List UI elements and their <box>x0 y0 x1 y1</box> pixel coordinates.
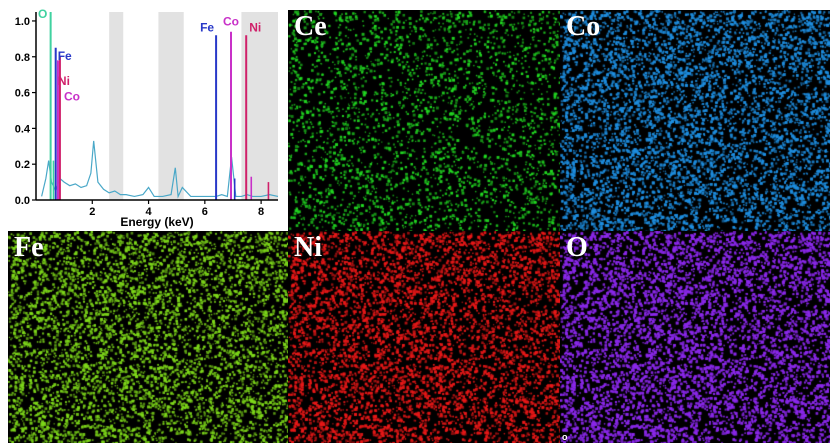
fe-element-map: Fe <box>8 231 288 443</box>
y-tick-label-2: 0.4 <box>15 123 31 135</box>
peak-label-5: Co <box>223 15 239 29</box>
ce-element-map: Ce <box>288 10 560 231</box>
peak-label-6: Ni <box>249 20 261 34</box>
y-tick-label-1: 0.2 <box>15 159 30 171</box>
fe-map-image <box>8 231 288 443</box>
peak-label-2: Ni <box>58 74 70 88</box>
o-map-label: O <box>566 232 588 263</box>
spectrum-series-line-0 <box>41 140 279 199</box>
o-element-map: O o <box>560 231 830 443</box>
x-tick-label-3: 8 <box>258 206 264 218</box>
ni-map-label: Ni <box>294 232 322 263</box>
y-tick-label-3: 0.6 <box>15 88 30 100</box>
ni-map-image <box>288 231 560 443</box>
shaded-band-1 <box>158 12 184 200</box>
x-tick-label-1: 4 <box>145 206 152 218</box>
shaded-band-0 <box>109 12 124 200</box>
fe-map-label: Fe <box>14 232 44 263</box>
eds-spectrum-chart: 0.0 0.2 0.4 0.6 0.8 1.0 2 4 6 8 Energy (keV) O Fe Ni C… <box>0 0 288 232</box>
y-tick-label-0: 0.0 <box>15 195 30 207</box>
y-tick-label-4: 0.8 <box>15 52 30 64</box>
peak-label-4: Fe <box>200 20 214 34</box>
shaded-band-2 <box>241 12 278 200</box>
ni-element-map: Ni <box>288 231 560 443</box>
co-element-map: Co <box>560 10 830 231</box>
ce-map-label: Ce <box>294 11 327 42</box>
peak-label-1: Fe <box>58 49 72 63</box>
peak-label-3: Co <box>64 89 80 103</box>
o-map-corner-mark: o <box>562 432 568 442</box>
ce-map-image <box>288 10 560 231</box>
o-map-image <box>560 231 830 443</box>
x-axis-title: Energy (keV) <box>120 215 193 229</box>
co-map-label: Co <box>566 11 601 42</box>
x-tick-label-0: 2 <box>89 206 95 218</box>
co-map-image <box>560 10 830 231</box>
y-tick-label-5: 1.0 <box>15 16 30 28</box>
x-tick-label-2: 6 <box>202 206 208 218</box>
peak-label-0: O <box>38 7 47 21</box>
